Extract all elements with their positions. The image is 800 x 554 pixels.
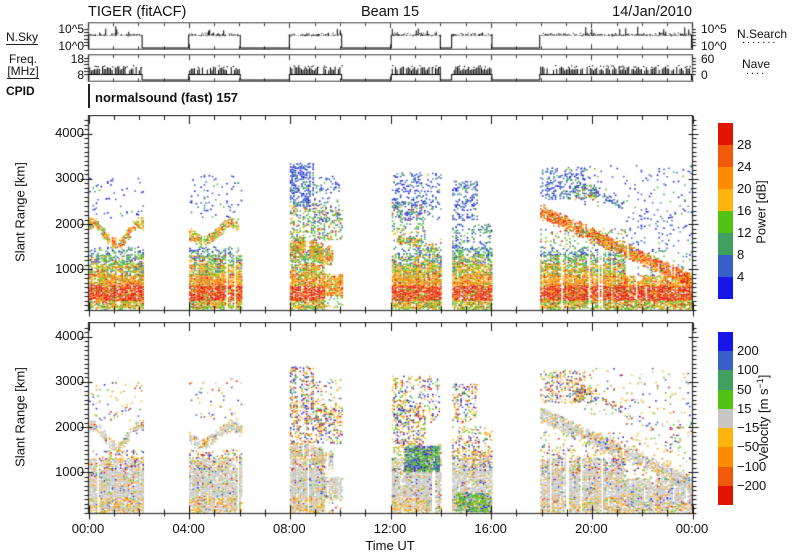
yaxis-tick-label: 2000 — [55, 215, 84, 231]
freq-tick-bottom: 8 — [77, 68, 84, 82]
colorbar-tick-label: 16 — [737, 203, 752, 218]
nsky-tick-top: 10^5 — [58, 22, 84, 36]
velocity-colorbar-title: Velocity [m s−1] — [754, 374, 772, 462]
colorbar-tick-label: 15 — [737, 400, 752, 416]
cpid-divider-line — [88, 84, 90, 108]
nsky-panel-canvas — [78, 22, 702, 50]
xaxis-tick-label: 20:00 — [575, 521, 608, 536]
nave-legend-dots: .... — [746, 65, 767, 77]
colorbar-segment — [718, 211, 733, 233]
yaxis-tick-label: 3000 — [55, 170, 84, 186]
colorbar-segment — [718, 370, 733, 390]
colorbar-tick-label: 100 — [737, 362, 759, 378]
freq-label-line1: Freq. — [8, 52, 37, 66]
colorbar-tick-label: 28 — [737, 137, 752, 152]
colorbar-segment — [718, 167, 733, 189]
velocity-panel-canvas — [78, 322, 702, 523]
colorbar-tick-label: −15 — [737, 420, 760, 436]
colorbar-tick-label: 4 — [737, 269, 745, 284]
freq-tick-top: 18 — [70, 52, 84, 66]
nave-right-tick-bottom: 0 — [701, 68, 708, 82]
colorbar-segment — [718, 255, 733, 277]
colorbar-segment — [718, 408, 733, 429]
colorbar-segment — [718, 233, 733, 255]
freq-panel-canvas — [78, 54, 702, 82]
figure-title: TIGER (fitACF) — [88, 4, 187, 20]
cpid-label: CPID — [6, 84, 35, 98]
colorbar-segment — [718, 485, 733, 505]
xaxis-tick-label: 08:00 — [273, 521, 306, 536]
xaxis-tick-label: 12:00 — [373, 521, 407, 536]
colorbar-segment — [718, 351, 733, 371]
nsearch-label: N.Search — [737, 27, 788, 41]
power-colorbar-title: Power [dB] — [753, 180, 769, 244]
yaxis-tick-label: 3000 — [55, 373, 84, 389]
nsky-right-tick-bottom: 10^0 — [701, 39, 727, 53]
colorbar-segment — [718, 332, 733, 352]
date-label: 14/Jan/2010 — [612, 4, 692, 20]
xaxis-tick-label: 00:00 — [71, 521, 105, 536]
colorbar-segment — [718, 428, 733, 448]
colorbar-segment — [718, 389, 733, 409]
nsky-label: N.Sky — [6, 30, 39, 45]
xaxis-tick-label: 16:00 — [474, 521, 507, 536]
power-panel-canvas — [78, 115, 702, 320]
yaxis-tick-label: 2000 — [55, 418, 84, 434]
nsky-tick-bottom: 10^0 — [58, 39, 84, 53]
colorbar-segment — [718, 277, 733, 299]
colorbar-segment — [718, 123, 733, 145]
colorbar-tick-label: −100 — [737, 458, 767, 474]
colorbar-tick-label: 200 — [737, 343, 759, 359]
colorbar-tick-label: 24 — [737, 159, 752, 174]
colorbar-tick-label: −200 — [737, 477, 767, 493]
power-yaxis-title: Slant Range [km] — [12, 162, 28, 262]
colorbar-segment — [718, 466, 733, 486]
colorbar-tick-label: 8 — [737, 247, 745, 262]
yaxis-tick-label: 4000 — [55, 328, 84, 344]
colorbar-tick-label: −50 — [737, 439, 760, 455]
velocity-colorbar — [718, 332, 733, 505]
nsearch-legend-dots: ....... — [742, 34, 778, 46]
yaxis-tick-label: 1000 — [55, 260, 84, 276]
colorbar-segment — [718, 145, 733, 167]
freq-label-line2: [MHz] — [7, 64, 39, 79]
cpid-value: normalsound (fast) 157 — [95, 90, 239, 105]
xaxis-title: Time UT — [365, 538, 415, 553]
nave-right-tick-top: 60 — [701, 52, 715, 66]
colorbar-segment — [718, 447, 733, 467]
nsky-right-tick-top: 10^5 — [701, 22, 727, 36]
colorbar-tick-label: 12 — [737, 225, 752, 240]
colorbar-tick-label: 50 — [737, 381, 752, 397]
xaxis-tick-label: 04:00 — [172, 521, 205, 536]
power-colorbar — [718, 123, 733, 299]
yaxis-tick-label: 1000 — [55, 463, 84, 479]
nave-label: Nave — [742, 57, 771, 71]
colorbar-tick-label: 20 — [737, 181, 752, 196]
velocity-yaxis-title: Slant Range [km] — [12, 367, 28, 467]
yaxis-tick-label: 4000 — [55, 125, 84, 141]
colorbar-segment — [718, 189, 733, 211]
beam-label: Beam 15 — [360, 4, 420, 20]
xaxis-tick-label: 00:00 — [675, 521, 709, 536]
